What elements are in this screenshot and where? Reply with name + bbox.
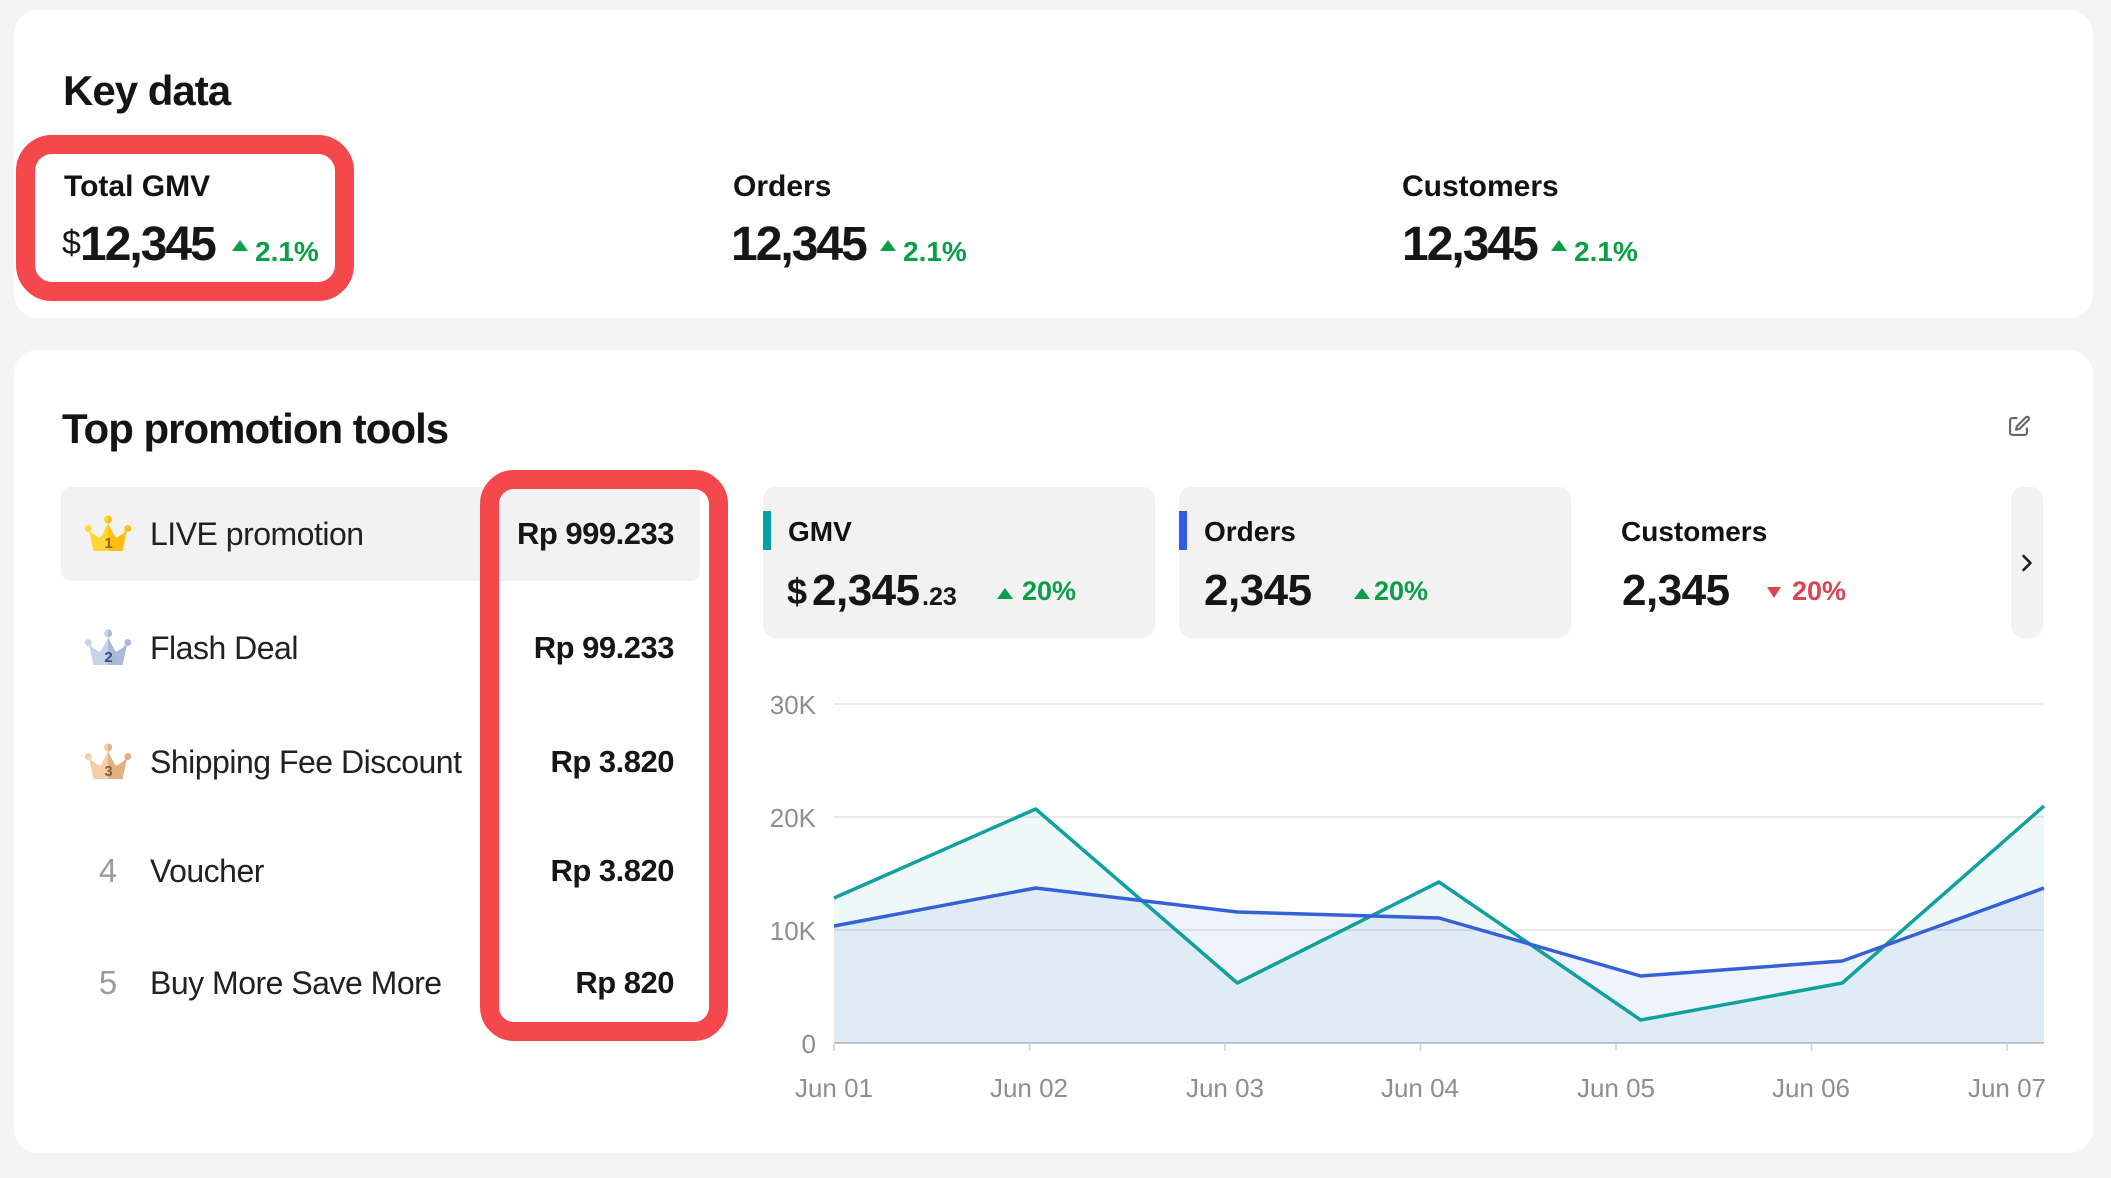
svg-text:3: 3 — [104, 763, 112, 780]
svg-text:2: 2 — [104, 649, 112, 666]
svg-text:1: 1 — [104, 535, 112, 552]
